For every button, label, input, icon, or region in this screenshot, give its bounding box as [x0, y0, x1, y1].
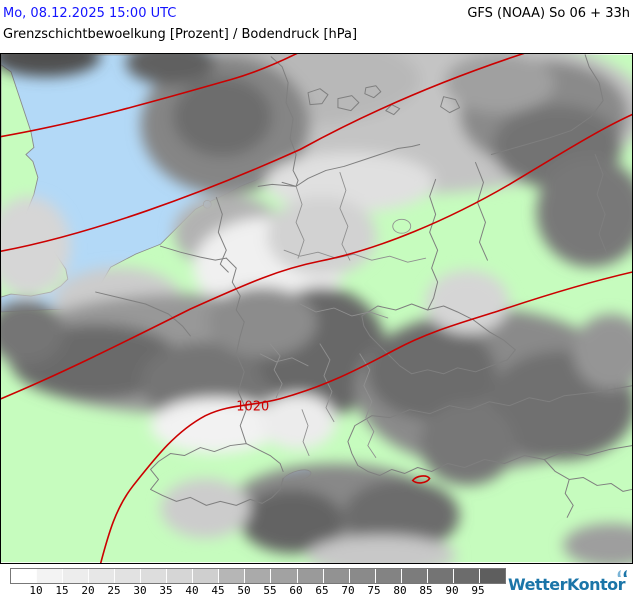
border-belgium-france [95, 291, 191, 337]
legend-tick-label: 65 [315, 584, 329, 597]
border-germany-west [225, 257, 247, 445]
legend-tick-label: 30 [133, 584, 147, 597]
legend-tick-label: 85 [419, 584, 433, 597]
legend-cell [63, 569, 90, 583]
legend-cell [349, 569, 376, 583]
isobar-line-3 [1, 113, 632, 400]
legend-bar [10, 568, 506, 584]
isobar-value-label: 1020 [236, 400, 269, 415]
weather-map: 1020 [0, 53, 633, 564]
legend-cell [193, 569, 220, 583]
state-borders-germany [259, 171, 427, 458]
brand-quote-icon [617, 570, 627, 577]
brand-text: WetterKontor [508, 575, 626, 594]
legend-tick-label: 75 [367, 584, 381, 597]
legend-cell [297, 569, 324, 583]
valid-datetime-label: Mo, 08.12.2025 15:00 UTC [3, 6, 177, 21]
state-border-berlin [392, 218, 412, 234]
border-slovenia [543, 459, 632, 518]
legend-tick-label: 80 [393, 584, 407, 597]
legend-cell [245, 569, 272, 583]
legend-tick-label: 60 [289, 584, 303, 597]
coast-danish-isles [307, 85, 461, 116]
border-denmark [257, 56, 299, 187]
border-poland-inland [474, 153, 608, 261]
legend-cell [479, 569, 505, 583]
legend-tick-label: 95 [471, 584, 485, 597]
legend-tick-label: 90 [445, 584, 459, 597]
isobar-line-1020 [99, 271, 632, 563]
legend-cell [427, 569, 454, 583]
legend-cell [401, 569, 428, 583]
border-layer [95, 54, 632, 518]
isobar-line-2 [1, 54, 525, 252]
legend-cell [453, 569, 480, 583]
legend-cell [375, 569, 402, 583]
brand-logo: WetterKontor [508, 570, 628, 597]
map-canvas: 1020 [1, 54, 632, 563]
legend-tick-label: 70 [341, 584, 355, 597]
legend-tick-label: 20 [81, 584, 95, 597]
legend-labels: 10 15 20 25 30 35 40 45 50 55 60 65 70 75 80 85 90 95 [10, 584, 530, 598]
legend-cell [271, 569, 298, 583]
legend-cell [323, 569, 350, 583]
legend-cell [141, 569, 168, 583]
border-switzerland [150, 443, 284, 506]
border-netherlands [159, 196, 229, 273]
legend-tick-label: 10 [29, 584, 43, 597]
cloud-layer [1, 54, 632, 563]
legend-cell [167, 569, 194, 583]
legend-tick-label: 35 [159, 584, 173, 597]
legend-tick-label: 15 [55, 584, 69, 597]
isobar-line-1 [1, 54, 298, 138]
coast-baltic-german [281, 144, 421, 187]
legend-cell [11, 569, 38, 583]
legend-cell [219, 569, 246, 583]
legend-cell [89, 569, 116, 583]
isobar-layer: 1020 [1, 54, 632, 563]
border-germany-east [427, 178, 439, 311]
border-austria [347, 385, 632, 476]
isobar-mini-loop [411, 475, 431, 484]
coast-poland-ne [490, 54, 604, 155]
legend-tick-label: 50 [237, 584, 251, 597]
header-row: Mo, 08.12.2025 15:00 UTC GFS (NOAA) So 0… [3, 6, 630, 24]
legend-tick-label: 40 [185, 584, 199, 597]
map-title: Grenzschichtbewoelkung [Prozent] / Boden… [3, 27, 358, 42]
legend-tick-label: 55 [263, 584, 277, 597]
legend-cell [115, 569, 142, 583]
legend-tick-label: 25 [107, 584, 121, 597]
legend-cell [37, 569, 64, 583]
model-run-label: GFS (NOAA) So 06 + 33h [467, 6, 630, 21]
legend-tick-label: 45 [211, 584, 225, 597]
